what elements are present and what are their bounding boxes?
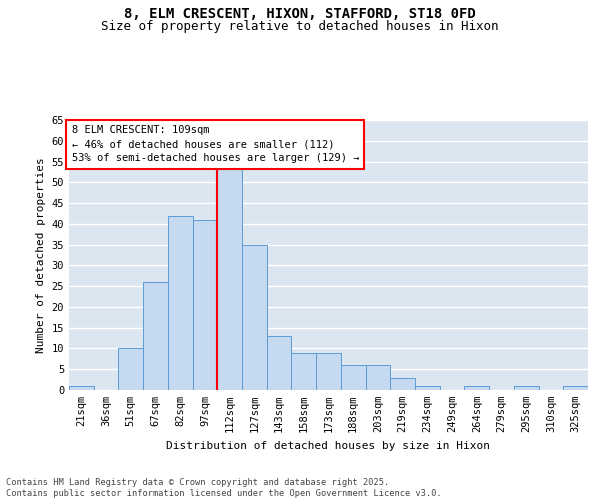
- Bar: [514, 386, 539, 390]
- Bar: [464, 386, 489, 390]
- Bar: [415, 386, 440, 390]
- Bar: [341, 365, 365, 390]
- Bar: [316, 352, 341, 390]
- Bar: [118, 348, 143, 390]
- Y-axis label: Number of detached properties: Number of detached properties: [36, 157, 46, 353]
- Bar: [242, 244, 267, 390]
- Text: 8 ELM CRESCENT: 109sqm
← 46% of detached houses are smaller (112)
53% of semi-de: 8 ELM CRESCENT: 109sqm ← 46% of detached…: [71, 126, 359, 164]
- Bar: [69, 386, 94, 390]
- Bar: [267, 336, 292, 390]
- Bar: [193, 220, 217, 390]
- Text: 8, ELM CRESCENT, HIXON, STAFFORD, ST18 0FD: 8, ELM CRESCENT, HIXON, STAFFORD, ST18 0…: [124, 8, 476, 22]
- Bar: [217, 166, 242, 390]
- Text: Size of property relative to detached houses in Hixon: Size of property relative to detached ho…: [101, 20, 499, 33]
- Bar: [168, 216, 193, 390]
- Bar: [292, 352, 316, 390]
- Text: Contains HM Land Registry data © Crown copyright and database right 2025.
Contai: Contains HM Land Registry data © Crown c…: [6, 478, 442, 498]
- X-axis label: Distribution of detached houses by size in Hixon: Distribution of detached houses by size …: [167, 440, 491, 450]
- Bar: [143, 282, 168, 390]
- Bar: [563, 386, 588, 390]
- Bar: [390, 378, 415, 390]
- Bar: [365, 365, 390, 390]
